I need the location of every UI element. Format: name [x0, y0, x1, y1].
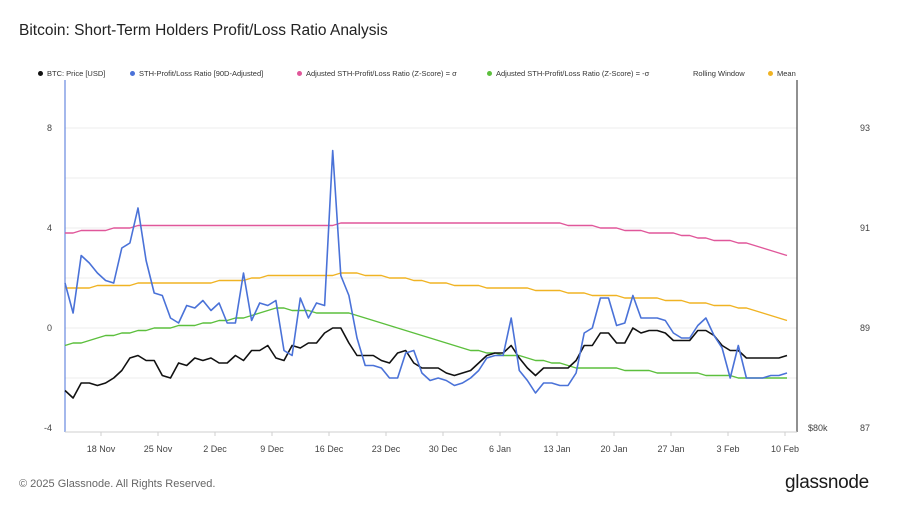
legend-item-sth-ratio[interactable]: STH-Profit/Loss Ratio [90D-Adjusted]	[130, 69, 263, 78]
left-tick-label: 8	[47, 123, 52, 133]
legend-label: Adjusted STH-Profit/Loss Ratio (Z-Score)…	[496, 69, 650, 78]
chart-title: Bitcoin: Short-Term Holders Profit/Loss …	[19, 22, 388, 39]
axis-layer: 8 4 0 -4 93 91 89 87 $80k 18 Nov 25 Nov 2 Dec 9 Dec 1…	[44, 80, 870, 454]
left-tick-label: 0	[47, 323, 52, 333]
x-tick-label: 9 Dec	[260, 444, 284, 454]
x-tick-label: 30 Dec	[429, 444, 458, 454]
right-axis-extra-label: $80k	[808, 423, 828, 433]
glassnode-logo: glassnode	[785, 472, 869, 493]
x-tick-label: 20 Jan	[600, 444, 627, 454]
legend-label: Rolling Window	[693, 69, 745, 78]
left-tick-label: -4	[44, 423, 52, 433]
x-tick-label: 23 Dec	[372, 444, 401, 454]
legend-item-mean[interactable]: Mean	[768, 69, 796, 78]
legend-label: BTC: Price [USD]	[47, 69, 106, 78]
x-tick-label: 3 Feb	[716, 444, 739, 454]
legend-swatch-btc-price	[38, 71, 43, 76]
left-tick-label: 4	[47, 223, 52, 233]
legend-label: Adjusted STH-Profit/Loss Ratio (Z-Score)…	[306, 69, 457, 78]
legend-swatch-sth-ratio	[130, 71, 135, 76]
x-tick-label: 25 Nov	[144, 444, 173, 454]
legend-swatch-mean	[768, 71, 773, 76]
x-tick-label: 6 Jan	[489, 444, 511, 454]
x-tick-label: 27 Jan	[657, 444, 684, 454]
right-tick-label: 91	[860, 223, 870, 233]
right-tick-label: 87	[860, 423, 870, 433]
legend-label: Mean	[777, 69, 796, 78]
series-line-btc-price-usd	[64, 327, 788, 399]
legend-item-btc-price[interactable]: BTC: Price [USD]	[38, 69, 105, 78]
x-tick-label: 2 Dec	[203, 444, 227, 454]
legend-swatch-zscore-plus	[297, 71, 302, 76]
legend-swatch-zscore-minus	[487, 71, 492, 76]
x-tick-label: 13 Jan	[543, 444, 570, 454]
series-layer	[64, 149, 788, 399]
right-tick-label: 89	[860, 323, 870, 333]
series-line-adjusted-sth-profit-loss-ratio-z-score	[65, 222, 788, 257]
legend-item-zscore-minus[interactable]: Adjusted STH-Profit/Loss Ratio (Z-Score)…	[487, 69, 649, 78]
legend-item-zscore-plus[interactable]: Adjusted STH-Profit/Loss Ratio (Z-Score)…	[297, 69, 457, 78]
legend-item-rolling-window[interactable]: Rolling Window	[693, 69, 745, 78]
x-tick-label: 16 Dec	[315, 444, 344, 454]
grid-layer	[65, 127, 797, 379]
right-tick-label: 93	[860, 123, 870, 133]
series-line-mean	[65, 272, 788, 322]
x-tick-label: 18 Nov	[87, 444, 116, 454]
series-line-adjusted-sth-profit-loss-ratio-z-score	[64, 307, 787, 379]
copyright-text: © 2025 Glassnode. All Rights Reserved.	[19, 478, 216, 490]
series-line-sth-profit-loss-ratio-90d-adjusted	[64, 149, 788, 394]
legend-label: STH-Profit/Loss Ratio [90D-Adjusted]	[139, 69, 264, 78]
x-tick-label: 10 Feb	[771, 444, 799, 454]
